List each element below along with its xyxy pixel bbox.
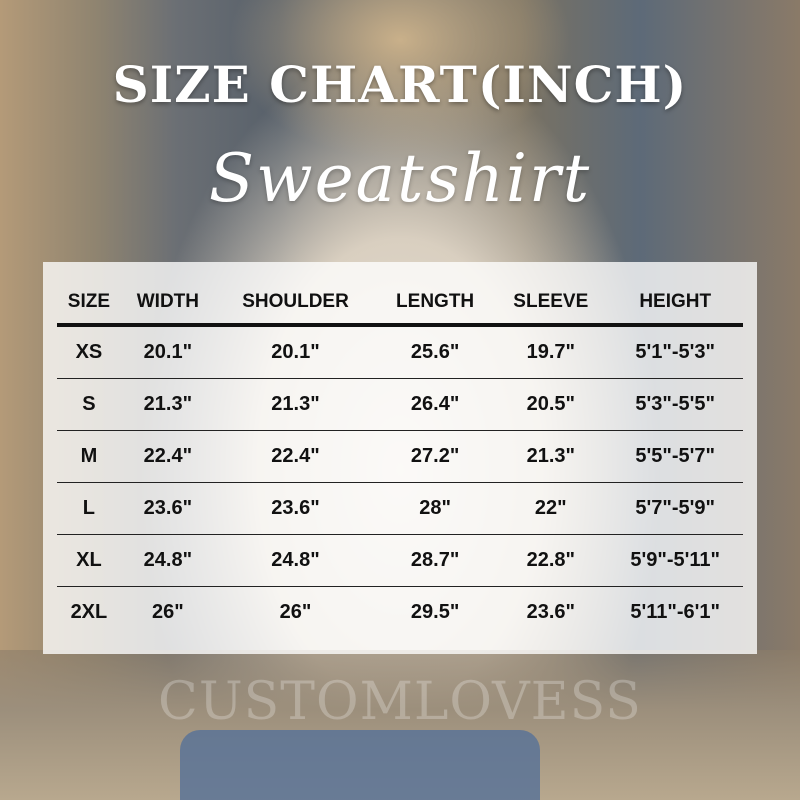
table-cell-shoulder: 24.8": [214, 534, 377, 587]
table-cell-height: 5'3"-5'5": [607, 378, 743, 431]
table-cell-sleeve: 20.5": [494, 378, 608, 431]
table-cell-length: 25.6": [376, 325, 495, 379]
table-cell-size: XL: [57, 534, 121, 587]
table-cell-height: 5'5"-5'7": [607, 430, 743, 483]
table-cell-width: 22.4": [120, 430, 215, 483]
table-row: S 21.3" 21.3" 26.4" 20.5" 5'3"-5'5": [57, 378, 743, 431]
table-row: XS 20.1" 20.1" 25.6" 19.7" 5'1"-5'3": [57, 325, 743, 379]
table-cell-sleeve: 22": [494, 482, 608, 535]
size-table: SIZE WIDTH SHOULDER LENGTH SLEEVE HEIGHT XS 20…: [57, 280, 743, 638]
table-cell-size: S: [57, 378, 121, 431]
table-row: XL 24.8" 24.8" 28.7" 22.8" 5'9"-5'11": [57, 534, 743, 587]
table-cell-width: 21.3": [120, 378, 215, 431]
table-cell-height: 5'7"-5'9": [607, 482, 743, 535]
table-row: M 22.4" 22.4" 27.2" 21.3" 5'5"-5'7": [57, 430, 743, 483]
table-cell-shoulder: 20.1": [214, 325, 377, 379]
column-header-length: LENGTH: [376, 280, 495, 327]
product-subtitle: Sweatshirt: [208, 140, 592, 217]
table-cell-sleeve: 19.7": [494, 325, 608, 379]
table-cell-length: 28.7": [376, 534, 495, 587]
table-cell-width: 20.1": [120, 325, 215, 379]
table-cell-shoulder: 26": [279, 601, 312, 623]
table-row: L 23.6" 23.6" 28" 22" 5'7"-5'9": [57, 482, 743, 535]
column-header-shoulder: SHOULDER: [214, 280, 377, 327]
table-cell-shoulder: 23.6": [214, 482, 377, 535]
table-cell-height: 5'1"-5'3": [607, 325, 743, 379]
table-cell-sleeve: 21.3": [494, 430, 608, 483]
table-cell-width: 23.6": [120, 482, 215, 535]
table-cell-size: XS: [57, 325, 121, 379]
table-cell-size: L: [57, 482, 121, 535]
page-title: SIZE CHART(INCH): [112, 55, 688, 114]
table-cell-size: 2XL: [70, 601, 108, 623]
column-header-height: HEIGHT: [607, 280, 743, 327]
table-cell-height: 5'9"-5'11": [607, 534, 743, 587]
table-cell-height: 5'11"-6'1": [630, 601, 721, 623]
table-header-row: SIZE WIDTH SHOULDER LENGTH SLEEVE HEIGHT: [57, 280, 743, 327]
watermark: CUSTOMLOVESS: [158, 672, 642, 732]
table-cell-shoulder: 21.3": [214, 378, 377, 431]
column-header-sleeve: SLEEVE: [494, 280, 608, 327]
table-row: 2XL 26" 26" 29.5" 23.6" 5'11"-6'1": [57, 587, 743, 639]
table-cell-width: 24.8": [120, 534, 215, 587]
table-cell-length: 26.4": [376, 378, 495, 431]
table-cell-sleeve: 23.6": [526, 601, 575, 623]
table-cell-width: 26": [152, 601, 184, 623]
table-cell-size: M: [57, 430, 121, 483]
column-header-size: SIZE: [57, 280, 121, 327]
table-cell-shoulder: 22.4": [214, 430, 377, 483]
table-cell-length: 27.2": [376, 430, 495, 483]
jeans-shape: [180, 730, 540, 800]
table-cell-length: 29.5": [410, 601, 460, 623]
table-cell-sleeve: 22.8": [494, 534, 608, 587]
table-cell-length: 28": [376, 482, 495, 535]
column-header-width: WIDTH: [120, 280, 215, 327]
